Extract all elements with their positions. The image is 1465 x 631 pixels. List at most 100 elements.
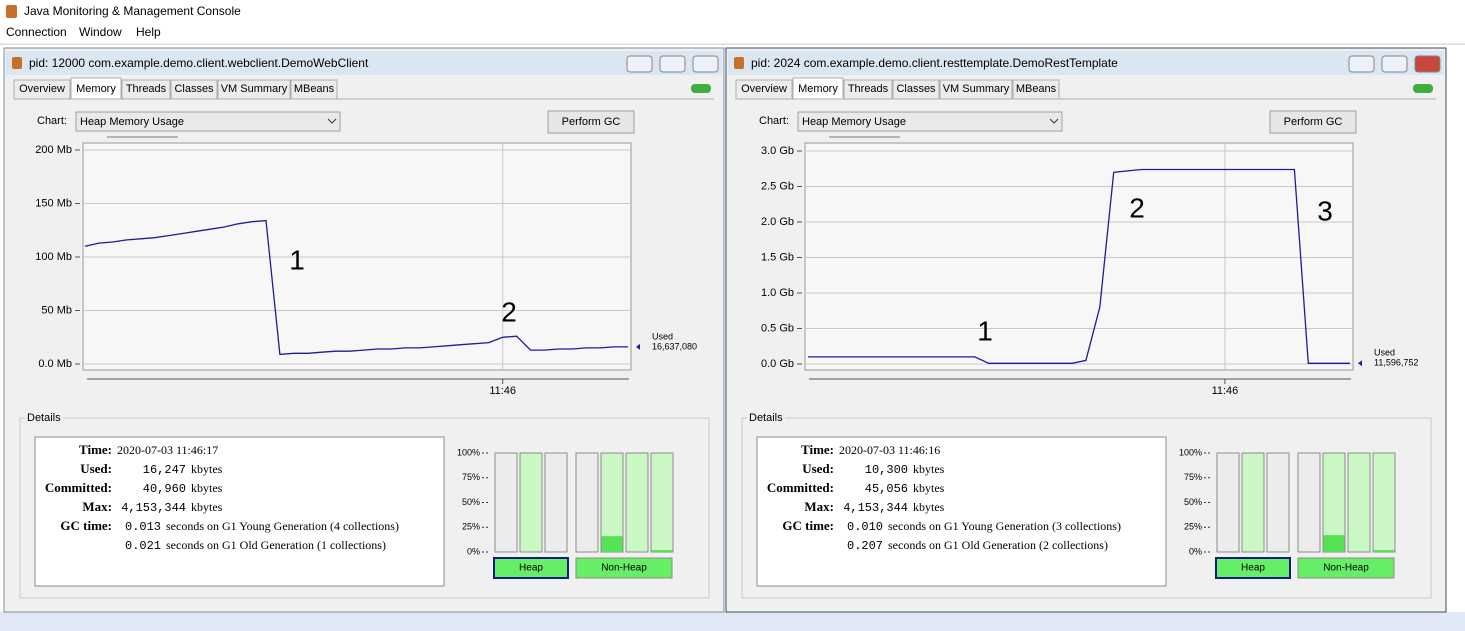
detail-value: 40,960 xyxy=(143,482,186,496)
gc-value: 0.207 xyxy=(847,539,883,553)
pool-committed xyxy=(1372,452,1396,553)
pool-bar-bg xyxy=(544,452,568,553)
perform-gc-button[interactable] xyxy=(547,110,635,134)
detail-label: GC time: xyxy=(60,518,112,533)
memory-line xyxy=(808,168,1350,364)
tab-label[interactable]: VM Summary xyxy=(221,83,288,95)
detail-label: Max: xyxy=(804,499,834,514)
y-tick-label: 3.0 Gb xyxy=(761,145,794,157)
gc-value: 0.021 xyxy=(125,539,161,553)
tab-label[interactable]: Overview xyxy=(741,83,787,95)
y-tick-label: 100 Mb xyxy=(35,251,72,263)
tab-label[interactable]: Memory xyxy=(76,83,116,95)
perform-gc-label[interactable]: Perform GC xyxy=(562,116,621,128)
detail-label: Time: xyxy=(801,442,834,457)
detail-unit: kbytes xyxy=(913,462,945,476)
gc-value: 0.010 xyxy=(847,520,883,534)
minimize-button[interactable] xyxy=(1348,55,1375,73)
pool-button[interactable] xyxy=(1297,557,1395,579)
pool-bar-bg xyxy=(1216,452,1240,553)
tab-label[interactable]: MBeans xyxy=(1016,83,1057,95)
pool-used xyxy=(601,536,623,552)
tab-label[interactable]: Threads xyxy=(126,83,167,95)
chart-select-value[interactable]: Heap Memory Usage xyxy=(802,116,906,128)
pool-button[interactable] xyxy=(1215,557,1291,579)
details-title: Details xyxy=(749,412,783,424)
gc-text: seconds on G1 Old Generation (2 collecti… xyxy=(888,538,1108,552)
annotation: 3 xyxy=(1317,195,1333,226)
menu-item[interactable]: Connection xyxy=(6,25,67,39)
pool-tick-label: 25% xyxy=(462,522,480,532)
pool-bar-bg xyxy=(575,452,599,553)
detail-unit: kbytes xyxy=(913,500,945,514)
gc-text: seconds on G1 Young Generation (4 collec… xyxy=(166,519,399,533)
y-tick-label: 150 Mb xyxy=(35,197,72,209)
tab-label[interactable]: Classes xyxy=(896,83,936,95)
detail-unit: kbytes xyxy=(191,462,223,476)
chart-select[interactable] xyxy=(797,111,1063,132)
chart-select-value[interactable]: Heap Memory Usage xyxy=(80,116,184,128)
tab-label[interactable]: VM Summary xyxy=(943,83,1010,95)
tab-label[interactable]: Threads xyxy=(848,83,889,95)
detail-label: GC time: xyxy=(782,518,834,533)
gc-value: 0.013 xyxy=(125,520,161,534)
detail-value: 2020-07-03 11:46:17 xyxy=(117,443,218,457)
pool-button[interactable] xyxy=(575,557,673,579)
pool-tick-label: 75% xyxy=(462,472,480,482)
frame-title: pid: 2024 com.example.demo.client.restte… xyxy=(751,56,1118,70)
detail-unit: kbytes xyxy=(191,481,223,495)
close-button[interactable] xyxy=(692,55,719,73)
window-titlebar xyxy=(0,0,1465,44)
chart-select[interactable] xyxy=(75,111,341,132)
select-arrow xyxy=(1049,118,1059,124)
frame-titlebar xyxy=(728,51,1444,75)
plot-area xyxy=(804,142,1354,371)
x-tick-label: 11:46 xyxy=(489,385,516,397)
perform-gc-button[interactable] xyxy=(1269,110,1357,134)
close-button[interactable] xyxy=(1414,55,1441,73)
details-box xyxy=(756,436,1167,587)
pool-committed xyxy=(1347,452,1371,553)
pool-button[interactable] xyxy=(493,557,569,579)
gc-text: seconds on G1 Young Generation (3 collec… xyxy=(888,519,1121,533)
menu-item[interactable]: Help xyxy=(136,25,161,39)
menu-item[interactable]: Window xyxy=(79,25,122,39)
window-title: Java Monitoring & Management Console xyxy=(24,4,241,18)
tab-label[interactable]: Overview xyxy=(19,83,65,95)
pool-button-label[interactable]: Non-Heap xyxy=(601,563,647,574)
annotation: 1 xyxy=(289,244,305,275)
y-tick-label: 2.0 Gb xyxy=(761,216,794,228)
pool-button-label[interactable]: Non-Heap xyxy=(1323,563,1369,574)
pool-button-label[interactable]: Heap xyxy=(1241,563,1265,574)
y-tick-label: 1.0 Gb xyxy=(761,287,794,299)
perform-gc-label[interactable]: Perform GC xyxy=(1284,116,1343,128)
annotation: 2 xyxy=(1129,192,1145,223)
detail-value: 10,300 xyxy=(865,463,908,477)
pool-tick-label: 0% xyxy=(467,546,480,556)
frame-titlebar xyxy=(6,51,722,75)
pool-tick-label: 25% xyxy=(1184,522,1202,532)
frame-icon xyxy=(734,57,744,69)
tab-label[interactable]: Memory xyxy=(798,83,838,95)
y-tick-label: 1.5 Gb xyxy=(761,251,794,263)
pool-tick-label: 50% xyxy=(1184,497,1202,507)
details-group xyxy=(741,417,1432,599)
pool-tick-label: 100% xyxy=(1179,447,1202,457)
annotation: 1 xyxy=(977,315,993,346)
minimize-button[interactable] xyxy=(626,55,653,73)
maximize-button[interactable] xyxy=(659,55,686,73)
maximize-button[interactable] xyxy=(1381,55,1408,73)
detail-value: 2020-07-03 11:46:16 xyxy=(839,443,940,457)
details-title: Details xyxy=(27,412,61,424)
detail-unit: kbytes xyxy=(913,481,945,495)
detail-value: 16,247 xyxy=(143,463,186,477)
y-tick-label: 0.0 Gb xyxy=(761,358,794,370)
pool-button-label[interactable]: Heap xyxy=(519,563,543,574)
y-tick-label: 0.5 Gb xyxy=(761,322,794,334)
connection-icon xyxy=(691,84,711,93)
tab-label[interactable]: MBeans xyxy=(294,83,335,95)
chart-label: Chart: xyxy=(759,115,789,127)
tab-label[interactable]: Classes xyxy=(174,83,214,95)
pool-tick-label: 50% xyxy=(462,497,480,507)
